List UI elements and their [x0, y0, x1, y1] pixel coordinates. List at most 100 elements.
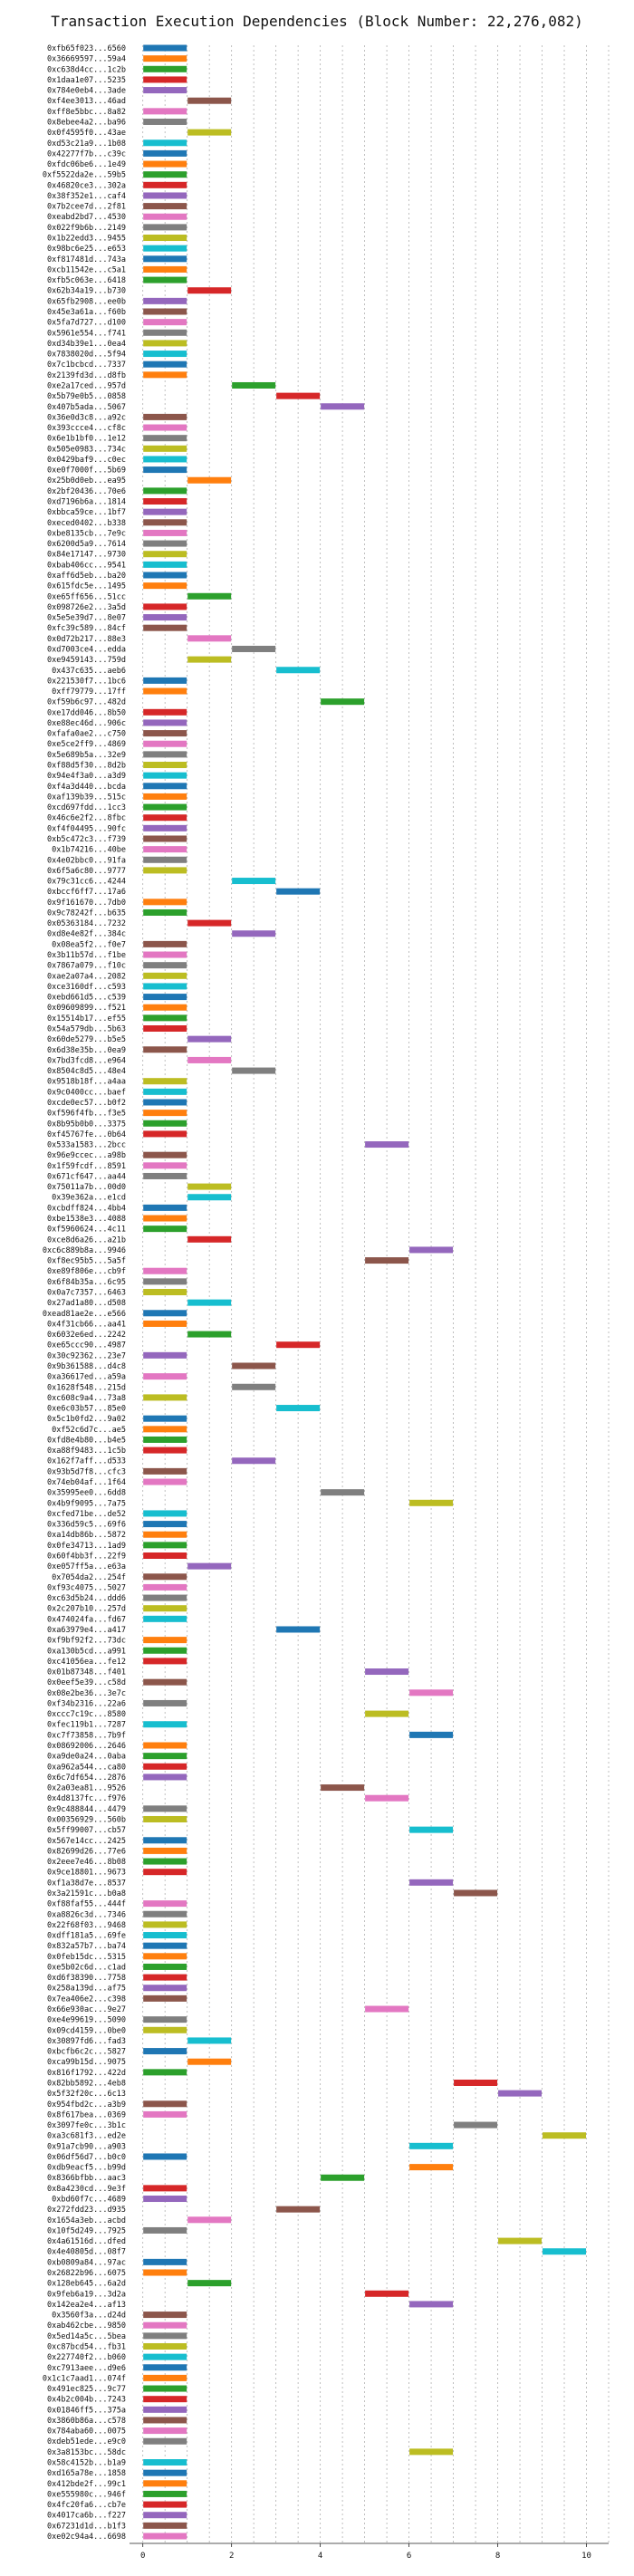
tx-label: 0x08ea5f2...f0e7: [52, 940, 126, 949]
tx-bar: [143, 65, 187, 72]
tx-bar: [232, 930, 276, 937]
tx-label: 0x8b95b0b0...3375: [47, 1120, 126, 1129]
tx-label: 0x1b22edd3...9455: [47, 235, 126, 244]
tx-label: 0x6d38e35b...0ea9: [47, 1046, 126, 1055]
tx-label: 0xc87bcd54...fb31: [47, 2342, 126, 2351]
tx-bar: [143, 1985, 187, 1992]
tx-bar: [276, 1405, 321, 1412]
tx-label: 0x1daa1e07...5235: [47, 76, 126, 85]
tx-label: 0xe5b02c6d...c1ad: [47, 1963, 126, 1972]
tx-bar: [143, 1415, 187, 1422]
tx-label: 0xccc7c19c...8580: [47, 1710, 126, 1719]
tx-label: 0xe17dd046...8b50: [47, 708, 126, 717]
tx-bar: [232, 1457, 276, 1465]
tx-label: 0xf45767fe...0b64: [47, 1130, 126, 1139]
tx-bar: [143, 2332, 187, 2340]
x-tick-label: 4: [318, 2552, 322, 2561]
tx-label: 0xe9459143...759d: [47, 656, 126, 665]
tx-label: 0xfec119b1...7287: [47, 1721, 126, 1730]
tx-bar: [143, 2016, 187, 2023]
tx-bar: [143, 1583, 187, 1591]
tx-bar: [143, 1837, 187, 1844]
tx-bar: [143, 1942, 187, 1949]
tx-label: 0xc41056ea...fe12: [47, 1658, 126, 1667]
tx-bar: [187, 97, 232, 104]
tx-label: 0x01b87348...f401: [47, 1668, 126, 1677]
tx-label: 0x9518b18f...a4aa: [47, 1078, 126, 1087]
tx-label: 0x5b79e0b5...0858: [47, 392, 126, 401]
tx-label: 0xdb9eacf5...b99d: [47, 2164, 126, 2173]
tx-bar: [143, 603, 187, 610]
tx-label: 0xbbca59ce...1bf7: [47, 508, 126, 517]
tx-label: 0x5c1b0fd2...9a02: [47, 1415, 126, 1424]
tx-bar: [321, 2174, 365, 2181]
tx-label: 0x9c488844...4479: [47, 1805, 126, 1814]
tx-label: 0x491ec825...9c77: [47, 2385, 126, 2394]
tx-label: 0xbab406cc...9541: [47, 561, 126, 570]
tx-label: 0x816f1792...422d: [47, 2069, 126, 2078]
tx-label: 0xdeb51ede...e9c0: [47, 2437, 126, 2446]
tx-label: 0x5e689b5a...32e9: [47, 751, 126, 760]
tx-label: 0xfd8e4b80...b4e5: [47, 1436, 126, 1445]
tx-bar: [543, 2132, 587, 2139]
tx-bar: [143, 181, 187, 188]
tx-label: 0x84e17147...9730: [47, 551, 126, 560]
tx-label: 0x93b5d7f8...cfc3: [47, 1467, 126, 1476]
tx-bar: [409, 1689, 454, 1697]
tx-label: 0xc6c889b8a...9946: [43, 1246, 126, 1255]
tx-bar: [143, 687, 187, 695]
tx-bar: [365, 1710, 409, 1717]
bars: [143, 44, 587, 2540]
tx-label: 0x79c31cc6...4244: [47, 878, 126, 887]
tx-bar: [143, 1647, 187, 1654]
tx-bar: [143, 2110, 187, 2118]
tx-label: 0x832a57b7...ba74: [47, 1942, 126, 1951]
tx-bar: [143, 940, 187, 947]
tx-bar: [365, 2005, 409, 2013]
tx-bar: [143, 540, 187, 547]
tx-label: 0xd53c21a9...1b08: [47, 139, 126, 149]
tx-bar: [143, 108, 187, 115]
tx-label: 0x8504c8d5...48e4: [47, 1067, 126, 1076]
tx-bar: [143, 1605, 187, 1612]
tx-label: 0xaff6d5eb...ba20: [47, 572, 126, 581]
tx-bar: [143, 2437, 187, 2445]
tx-bar: [143, 2490, 187, 2497]
tx-bar: [409, 1246, 454, 1254]
tx-bar: [143, 329, 187, 336]
tx-label: 0x4e40805d...08f7: [47, 2248, 126, 2257]
tx-label: 0x7ea406e2...c398: [47, 1994, 126, 2004]
tx-bar: [143, 730, 187, 737]
tx-label: 0x0429baf9...c0ec: [47, 456, 126, 465]
tx-label: 0x9f161670...7db0: [47, 899, 126, 908]
tx-label: 0x615fdc5e...1495: [47, 582, 126, 591]
tx-label: 0x7b2cee7d...2f81: [47, 203, 126, 212]
tx-bar: [143, 1046, 187, 1053]
tx-bar: [143, 2406, 187, 2413]
tx-label: 0x4fc20fa6...cb7e: [47, 2501, 126, 2510]
tx-label: 0xa130b5cd...a991: [47, 1647, 126, 1656]
tx-label: 0x35995ee0...6dd8: [47, 1489, 126, 1498]
tx-label: 0xf34b2316...22a6: [47, 1699, 126, 1708]
tx-bar: [143, 972, 187, 979]
tx-bar: [143, 2469, 187, 2476]
tx-bar: [143, 1014, 187, 1022]
tx-label: 0xf88faf55...444f: [47, 1900, 126, 1909]
tx-label: 0x1b74216...40be: [52, 846, 126, 855]
tx-label: 0x09609899...f521: [47, 1004, 126, 1013]
tx-bar: [143, 160, 187, 168]
tx-label: 0x8ebee4a2...ba96: [47, 118, 126, 127]
tx-bar: [143, 118, 187, 125]
tx-label: 0x412bde2f...99c1: [47, 2480, 126, 2489]
tx-bar: [143, 1637, 187, 1644]
tx-bar: [143, 519, 187, 526]
tx-label: 0x9feb6a19...3d2a: [47, 2290, 126, 2299]
tx-bar: [143, 835, 187, 842]
tx-label: 0x0d72b217...88e3: [47, 635, 126, 644]
tx-bar: [232, 645, 276, 652]
tx-label: 0x06df56d7...b0c0: [47, 2153, 126, 2162]
tx-bar: [143, 1721, 187, 1728]
tx-bar: [143, 677, 187, 684]
tx-bar: [232, 381, 276, 389]
